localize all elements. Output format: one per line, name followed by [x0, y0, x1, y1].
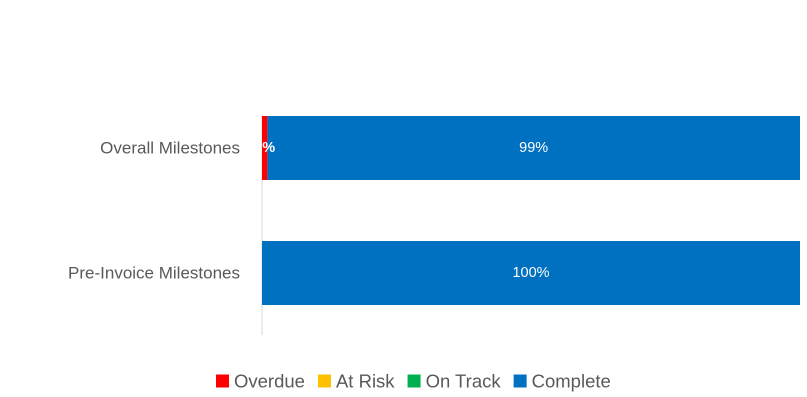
bars-layer: 1% 99% 100%	[254, 116, 800, 305]
legend-swatch-complete	[513, 374, 527, 388]
legend-swatch-overdue	[216, 374, 229, 388]
category-labels: Overall Milestones Pre-Invoice Milestones	[68, 139, 240, 283]
category-label-pre-invoice-milestones: Pre-Invoice Milestones	[68, 264, 240, 283]
bar-complete-pre-invoice-milestones	[262, 241, 800, 305]
legend-label-at-risk: At Risk	[336, 371, 395, 392]
data-label-overdue-overall-milestones: 1%	[254, 140, 275, 156]
legend-label-overdue: Overdue	[234, 371, 305, 392]
bar-complete-overall-milestones	[267, 116, 800, 180]
legend: Overdue At Risk On Track Complete	[216, 371, 611, 392]
data-label-complete-overall-milestones: 99%	[519, 140, 548, 156]
bar-overdue-overall-milestones	[262, 116, 268, 180]
data-label-complete-pre-invoice-milestones: 100%	[512, 265, 549, 281]
legend-label-on-track: On Track	[426, 371, 502, 392]
legend-swatch-at-risk	[317, 374, 331, 388]
category-label-overall-milestones: Overall Milestones	[100, 139, 240, 158]
legend-swatch-on-track	[407, 374, 421, 388]
legend-label-complete: Complete	[532, 371, 611, 392]
